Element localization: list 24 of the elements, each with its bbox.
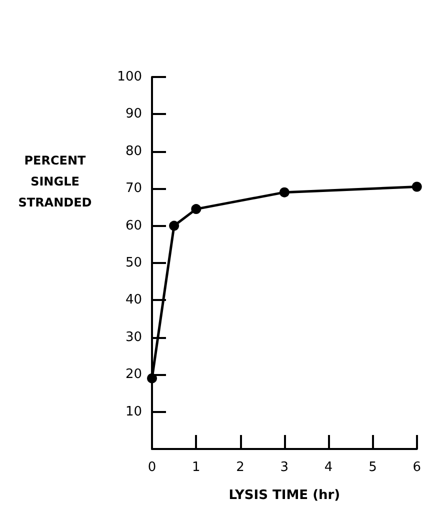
x-axis-title: LYSIS TIME (hr): [228, 488, 340, 503]
x-tick-label: 5: [368, 460, 377, 475]
x-tick-label: 4: [324, 460, 333, 475]
x-tick-label: 3: [280, 460, 289, 475]
x-tick-label: 0: [148, 460, 156, 475]
y-tick-label: 90: [125, 106, 142, 122]
y-tick-label: 20: [125, 367, 142, 382]
y-axis-title: PERCENT SINGLE STRANDED: [18, 154, 92, 210]
y-tick-label: 10: [125, 404, 142, 420]
x-tick-label: 1: [192, 460, 200, 475]
point: [191, 204, 202, 214]
x-tick-label: 6: [412, 460, 422, 475]
y-tick-label: 70: [125, 181, 142, 196]
y-tick-label: 30: [125, 330, 142, 345]
x-tick-label: 2: [236, 460, 244, 475]
point: [147, 373, 157, 384]
point: [279, 187, 290, 198]
y-tick-label: 40: [125, 292, 142, 308]
y-tick-label: 80: [125, 144, 142, 159]
y-tick-label: 60: [125, 218, 142, 234]
point: [169, 220, 180, 231]
point: [412, 182, 422, 192]
y-tick-label: 50: [125, 256, 142, 270]
y-tick-label: 100: [117, 70, 142, 84]
